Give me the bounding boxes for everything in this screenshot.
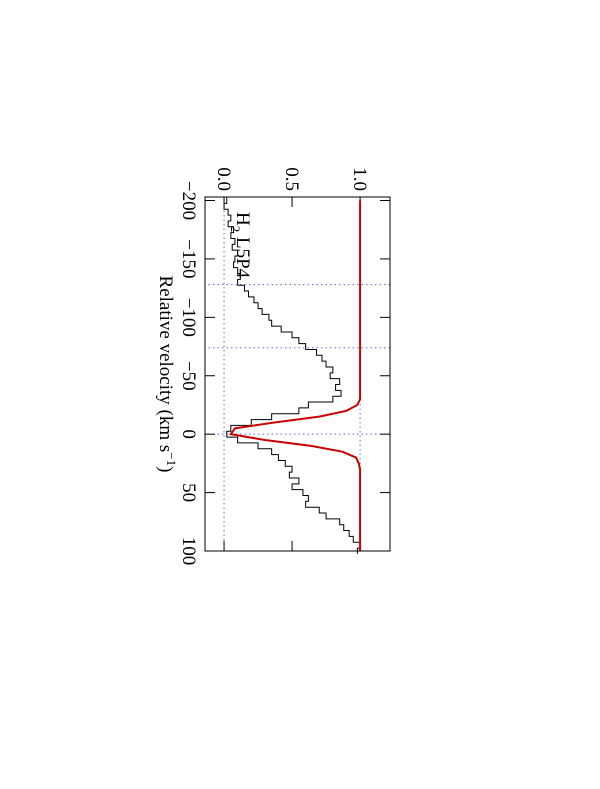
x-tick-label: 0 [178,429,199,439]
x-label-sup: −1 [164,452,179,466]
annotation-text: H [232,212,253,226]
x-label-text: Relative velocity (km s [155,276,176,453]
x-tick-label: −200 [178,181,199,220]
x-axis-label: Relative velocity (km s−1) [155,276,179,473]
annotation-sub: 2 [228,226,243,233]
chart: −200 −150 −100 −50 0 50 100 0.0 0.5 1.0 Relative v… [155,167,391,566]
y-tick-label: 1.0 [349,167,370,191]
x-tick-label: 100 [178,537,199,566]
spectrum [223,197,361,554]
y-tick-label: 0.0 [213,167,234,191]
annotation: H2 L5P4 [228,212,253,279]
plot-frame [204,196,391,552]
x-tick-label: −100 [178,298,199,337]
x-tick-label: 50 [178,483,199,502]
x-label-end: ) [155,466,176,472]
x-tick-label: −150 [178,239,199,278]
y-tick-label: 0.5 [281,167,302,191]
annotation-text: L5P4 [232,232,253,278]
model-fit [229,200,362,551]
x-tick-label: −50 [178,361,199,391]
